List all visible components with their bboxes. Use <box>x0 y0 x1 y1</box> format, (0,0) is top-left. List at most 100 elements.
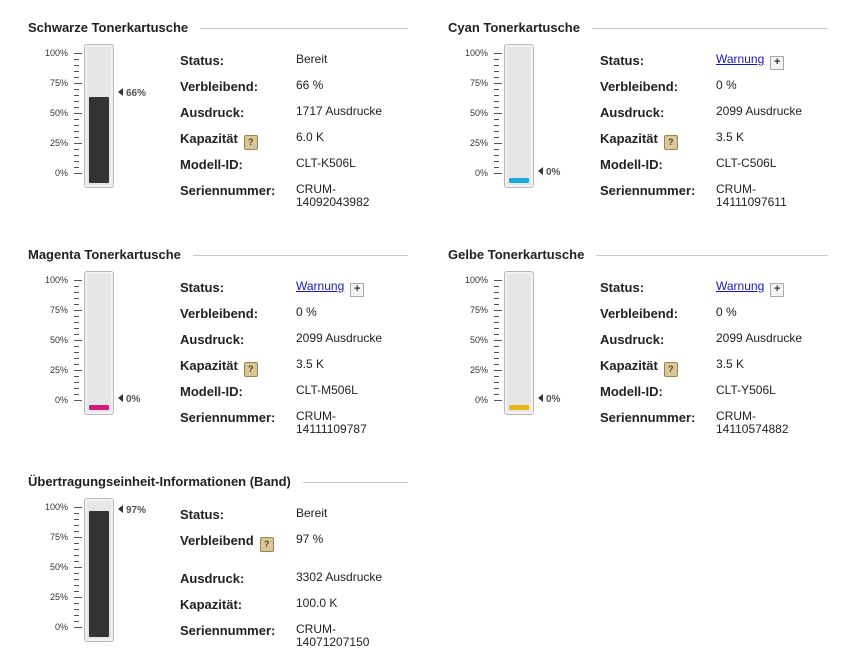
warning-link[interactable]: Warnung <box>716 52 765 66</box>
level-fill <box>509 178 529 183</box>
question-icon[interactable]: ? <box>663 135 678 150</box>
minor-tick <box>74 161 79 162</box>
question-icon[interactable]: ? <box>243 135 258 150</box>
minor-tick <box>74 513 79 514</box>
serial-row: Seriennummer: CRUM- 14111097611 <box>600 183 828 215</box>
minor-tick <box>74 71 79 72</box>
minor-tick <box>74 334 79 335</box>
panel-title: Cyan Tonerkartusche <box>448 20 592 36</box>
divider <box>448 255 828 256</box>
level-pointer-label: 97% <box>126 504 147 516</box>
minor-tick <box>74 95 79 96</box>
minor-tick <box>74 364 79 365</box>
warning-link[interactable]: Warnung <box>296 279 345 293</box>
question-icon[interactable]: ? <box>243 362 258 377</box>
minor-tick <box>494 358 499 359</box>
model-label: Modell-ID: <box>600 157 663 172</box>
tick-label: 25% <box>469 365 488 375</box>
minor-tick <box>74 561 79 562</box>
remaining-value: 66 % <box>296 78 324 92</box>
tick-label: 100% <box>44 502 68 512</box>
capacity-value: 3.5 K <box>716 130 745 144</box>
minor-tick <box>74 543 79 544</box>
prints-label: Ausdruck: <box>600 332 665 347</box>
major-tick <box>74 280 82 281</box>
serial-label: Seriennummer: <box>180 623 276 638</box>
triangle-left-icon <box>118 504 123 513</box>
capacity-row: Kapazität? 3.5 K <box>600 131 828 155</box>
expand-plus-icon[interactable]: + <box>770 283 785 297</box>
question-icon[interactable]: ? <box>663 362 678 377</box>
minor-tick <box>494 131 499 132</box>
panel-title: Magenta Tonerkartusche <box>28 247 193 263</box>
panel-title: Übertragungseinheit-Informationen (Band) <box>28 474 303 490</box>
panel-header: Cyan Tonerkartusche <box>448 20 828 40</box>
serial-value-line1: CRUM- <box>716 182 756 196</box>
minor-tick <box>494 77 499 78</box>
level-pointer: 0% <box>118 394 178 406</box>
minor-tick <box>494 292 499 293</box>
gauge-scale: 100% 75% 50% 25% 0% <box>28 44 83 214</box>
major-tick <box>494 340 502 341</box>
panel-header: Übertragungseinheit-Informationen (Band) <box>28 474 408 494</box>
minor-tick <box>74 621 79 622</box>
major-tick <box>494 280 502 281</box>
minor-tick <box>74 328 79 329</box>
level-fill <box>89 511 109 637</box>
question-icon[interactable]: ? <box>259 537 274 552</box>
major-tick <box>494 113 502 114</box>
warning-link[interactable]: Warnung <box>716 279 765 293</box>
status-row: Status: Warnung + <box>600 280 828 304</box>
minor-tick <box>494 59 499 60</box>
triangle-left-icon <box>538 394 543 402</box>
tick-label: 100% <box>464 48 488 58</box>
capacity-value: 3.5 K <box>716 357 745 371</box>
status-row: Status: Warnung + <box>600 53 828 77</box>
remaining-label: Verbleibend: <box>600 306 679 321</box>
status-label: Status: <box>180 53 225 68</box>
major-tick <box>74 537 82 538</box>
panel-cyan-toner: Cyan Tonerkartusche 100% 75% 50% 25% 0% 0% St… <box>448 20 828 230</box>
capacity-row: Kapazität: 100.0 K <box>180 597 408 621</box>
minor-tick <box>74 591 79 592</box>
serial-row: Seriennummer: CRUM- 14092043982 <box>180 183 408 215</box>
capacity-label: Kapazität? <box>180 358 258 377</box>
serial-value-line2: 14110574882 <box>716 422 789 436</box>
model-value: CLT-C506L <box>716 156 777 170</box>
minor-tick <box>494 382 499 383</box>
model-value: CLT-M506L <box>296 383 358 397</box>
major-tick <box>74 597 82 598</box>
minor-tick <box>494 89 499 90</box>
minor-tick <box>74 531 79 532</box>
level-pointer: 97% <box>118 504 178 517</box>
major-tick <box>494 310 502 311</box>
triangle-left-icon <box>118 87 123 96</box>
expand-plus-icon[interactable]: + <box>350 283 365 297</box>
minor-tick <box>74 388 79 389</box>
model-row: Modell-ID: CLT-C506L <box>600 157 828 181</box>
level-gauge: 100% 75% 50% 25% 0% 0% <box>448 271 598 441</box>
prints-label: Ausdruck: <box>180 332 245 347</box>
minor-tick <box>74 167 79 168</box>
minor-tick <box>494 304 499 305</box>
minor-tick <box>494 298 499 299</box>
minor-tick <box>74 155 79 156</box>
level-pointer-label: 0% <box>126 394 141 405</box>
model-value: CLT-Y506L <box>716 383 776 397</box>
minor-tick <box>494 388 499 389</box>
minor-tick <box>494 101 499 102</box>
major-tick <box>74 370 82 371</box>
prints-label: Ausdruck: <box>180 105 245 120</box>
major-tick <box>74 400 82 401</box>
serial-value-line1: CRUM- <box>296 409 336 423</box>
remaining-label: Verbleibend: <box>180 79 259 94</box>
serial-value-line2: 14092043982 <box>296 195 370 209</box>
panel-black-toner: Schwarze Tonerkartusche 100% 75% 50% 25% 0% 6… <box>28 20 408 230</box>
serial-value: CRUM- 14110574882 <box>716 410 826 436</box>
minor-tick <box>74 286 79 287</box>
status-value: Warnung + <box>716 53 826 70</box>
major-tick <box>74 567 82 568</box>
minor-tick <box>494 149 499 150</box>
expand-plus-icon[interactable]: + <box>770 56 785 70</box>
level-pointer-label: 66% <box>126 87 147 99</box>
